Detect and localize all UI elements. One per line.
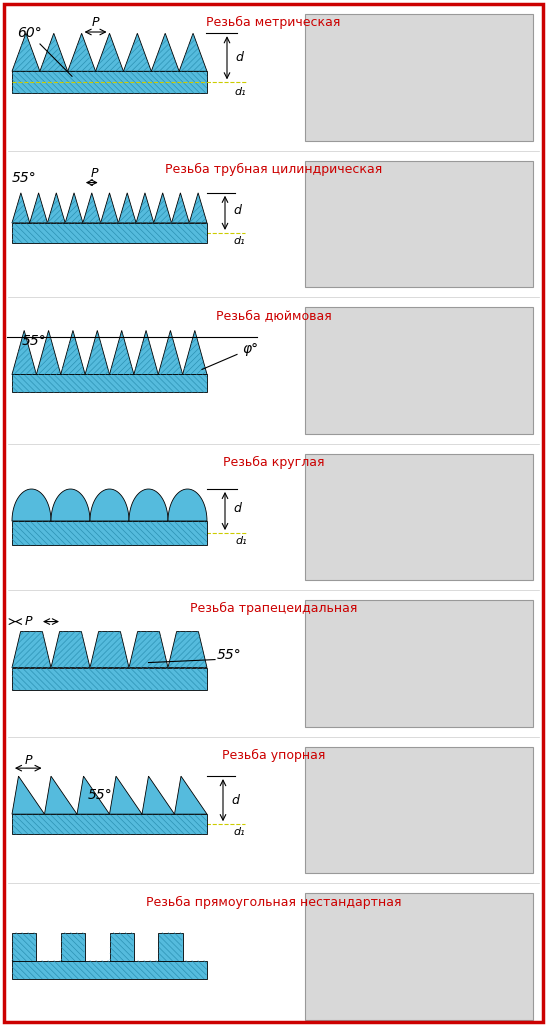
Polygon shape: [124, 33, 152, 71]
Text: Резьба трубная цилиндрическая: Резьба трубная цилиндрическая: [165, 162, 382, 175]
Polygon shape: [152, 33, 179, 71]
Polygon shape: [183, 330, 207, 374]
Text: d: d: [233, 503, 241, 515]
Text: P: P: [92, 16, 100, 30]
Polygon shape: [51, 632, 90, 668]
Polygon shape: [48, 193, 65, 223]
Polygon shape: [12, 776, 44, 815]
Bar: [109, 933, 134, 960]
Polygon shape: [90, 632, 129, 668]
Text: P: P: [24, 615, 32, 628]
Polygon shape: [68, 33, 96, 71]
Text: d₁: d₁: [233, 827, 245, 837]
Polygon shape: [136, 193, 154, 223]
Text: Резьба прямоугольная нестандартная: Резьба прямоугольная нестандартная: [146, 896, 401, 908]
Bar: [305, 307, 533, 434]
Bar: [305, 453, 533, 581]
Polygon shape: [61, 330, 85, 374]
Polygon shape: [189, 193, 207, 223]
Polygon shape: [129, 489, 168, 521]
Text: P: P: [25, 754, 32, 766]
Polygon shape: [85, 330, 109, 374]
Polygon shape: [142, 776, 174, 815]
Polygon shape: [12, 489, 51, 521]
Text: d: d: [231, 794, 239, 806]
Bar: [12, 815, 207, 834]
Polygon shape: [12, 330, 36, 374]
Text: d₁: d₁: [233, 236, 245, 246]
Polygon shape: [83, 193, 101, 223]
Text: Резьба круглая: Резьба круглая: [223, 456, 324, 469]
Polygon shape: [65, 193, 83, 223]
Text: 55°: 55°: [22, 334, 46, 349]
Polygon shape: [44, 776, 77, 815]
Polygon shape: [51, 489, 90, 521]
Polygon shape: [134, 330, 158, 374]
Polygon shape: [158, 330, 183, 374]
Bar: [305, 161, 533, 287]
Bar: [305, 747, 533, 873]
Text: d₁: d₁: [235, 536, 247, 546]
Polygon shape: [40, 33, 68, 71]
Polygon shape: [154, 193, 172, 223]
Bar: [158, 933, 183, 960]
Text: d₁: d₁: [234, 87, 246, 97]
Polygon shape: [109, 330, 134, 374]
Bar: [12, 71, 207, 93]
Polygon shape: [30, 193, 48, 223]
Polygon shape: [90, 489, 129, 521]
Bar: [12, 960, 207, 979]
Bar: [305, 14, 533, 141]
Bar: [61, 933, 85, 960]
Polygon shape: [36, 330, 61, 374]
Polygon shape: [174, 776, 207, 815]
Polygon shape: [109, 776, 142, 815]
Text: 55°: 55°: [217, 647, 242, 662]
Text: Резьба трапецеидальная: Резьба трапецеидальная: [190, 602, 357, 616]
Text: 55°: 55°: [12, 170, 37, 185]
Text: Резьба упорная: Резьба упорная: [222, 749, 325, 762]
Text: 55°: 55°: [88, 788, 112, 802]
Polygon shape: [12, 193, 30, 223]
Text: Резьба дюймовая: Резьба дюймовая: [216, 309, 331, 322]
Polygon shape: [172, 193, 189, 223]
Text: P: P: [91, 167, 98, 181]
Text: Резьба метрическая: Резьба метрическая: [206, 16, 341, 29]
Bar: [12, 374, 207, 392]
Polygon shape: [12, 632, 51, 668]
Bar: [12, 933, 36, 960]
Bar: [12, 223, 207, 243]
Bar: [305, 600, 533, 726]
Polygon shape: [118, 193, 136, 223]
Polygon shape: [77, 776, 109, 815]
Polygon shape: [96, 33, 124, 71]
Polygon shape: [101, 193, 118, 223]
Bar: [12, 668, 207, 689]
Text: φ°: φ°: [242, 343, 258, 356]
Polygon shape: [168, 489, 207, 521]
Polygon shape: [179, 33, 207, 71]
Polygon shape: [12, 33, 40, 71]
Text: d: d: [233, 204, 241, 218]
Text: 60°: 60°: [17, 26, 42, 40]
Polygon shape: [129, 632, 168, 668]
Polygon shape: [168, 632, 207, 668]
Bar: [12, 521, 207, 545]
Text: d: d: [235, 51, 243, 65]
Bar: [305, 894, 533, 1020]
